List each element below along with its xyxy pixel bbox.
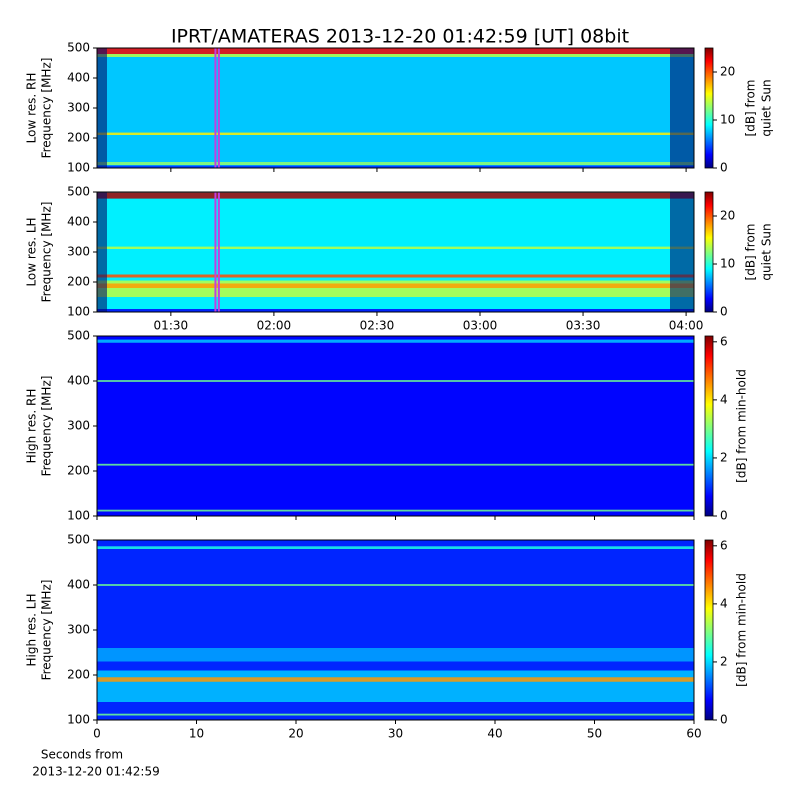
colorbar-tick-label: 0 (720, 713, 728, 727)
y-tick-label: 100 (67, 509, 90, 523)
y-tick-label: 100 (67, 305, 90, 319)
colorbar-label: [dB] from (744, 80, 758, 137)
spectral-band (97, 546, 694, 549)
no-data-edge (670, 48, 694, 168)
spectral-band (97, 48, 694, 54)
x-tick-label: 30 (388, 727, 403, 741)
y-tick-label: 500 (67, 185, 90, 199)
y-tick-label: 200 (67, 275, 90, 289)
colorbar (704, 191, 714, 313)
no-data-edge (97, 48, 107, 168)
y-tick-label: 300 (67, 101, 90, 115)
colorbar (704, 335, 714, 517)
no-data-edge (97, 192, 107, 312)
y-tick-label: 500 (67, 329, 90, 343)
spectral-band (97, 677, 694, 682)
colorbar-label: [dB] from (744, 224, 758, 281)
x-tick-label: 01:30 (154, 319, 189, 333)
colorbar-tick-label: 10 (720, 113, 735, 127)
x-tick-label: 20 (288, 727, 303, 741)
x-tick-label: 02:00 (257, 319, 292, 333)
colorbar-tick-label: 20 (720, 209, 735, 223)
x-label: Seconds from (41, 748, 123, 762)
x-tick-label: 02:30 (360, 319, 395, 333)
colorbar-tick-label: 4 (720, 392, 728, 406)
y-tick-label: 500 (67, 533, 90, 547)
y-tick-label: 200 (67, 464, 90, 478)
y-axis-label: High res. LH (25, 593, 39, 666)
y-axis-label: Frequency [MHz] (40, 376, 54, 477)
spectrogram-background (97, 336, 694, 516)
x-tick-label: 60 (686, 727, 701, 741)
spectral-band (97, 54, 694, 57)
x-tick-label: 0 (93, 727, 101, 741)
spectral-band (97, 274, 694, 278)
y-tick-label: 400 (67, 578, 90, 592)
y-axis-label: Low res. LH (25, 217, 39, 286)
x-tick-label: 50 (587, 727, 602, 741)
colorbar-tick-label: 0 (720, 161, 728, 175)
y-tick-label: 300 (67, 419, 90, 433)
colorbar-label: [dB] from min-hold (735, 573, 749, 687)
title: IPRT/AMATERAS 2013-12-20 01:42:59 [UT] 0… (171, 26, 629, 48)
y-axis-label: Frequency [MHz] (40, 58, 54, 159)
colorbar-tick-label: 6 (720, 334, 728, 348)
x-label: 2013-12-20 01:42:59 (32, 765, 159, 779)
colorbar-tick-label: 20 (720, 65, 735, 79)
x-tick-label: 04:00 (669, 319, 704, 333)
colorbar-tick-label: 4 (720, 596, 728, 610)
spectral-band (97, 670, 694, 702)
colorbar-tick-label: 2 (720, 654, 728, 668)
spectral-band (97, 246, 694, 249)
y-tick-label: 100 (67, 161, 90, 175)
colorbar-tick-label: 2 (720, 450, 728, 464)
spectral-band (97, 132, 694, 135)
colorbar (704, 539, 714, 721)
y-axis-label: Frequency [MHz] (40, 580, 54, 681)
x-tick-label: 03:30 (566, 319, 601, 333)
y-axis-label: Frequency [MHz] (40, 202, 54, 303)
spectral-band (97, 648, 694, 662)
spectral-band (97, 280, 694, 297)
y-tick-label: 300 (67, 245, 90, 259)
colorbar-label: quiet Sun (760, 223, 774, 280)
spectral-band (97, 162, 694, 165)
x-tick-label: 10 (189, 727, 204, 741)
spectral-band (97, 713, 694, 716)
spectral-band (97, 283, 694, 288)
y-tick-label: 300 (67, 623, 90, 637)
spectral-band (97, 463, 694, 466)
colorbar-tick-label: 6 (720, 538, 728, 552)
spectral-band (97, 509, 694, 512)
y-tick-label: 400 (67, 374, 90, 388)
colorbar-label: [dB] from min-hold (735, 369, 749, 483)
spectral-band (97, 309, 694, 312)
y-tick-label: 100 (67, 713, 90, 727)
y-tick-label: 400 (67, 215, 90, 229)
spectral-band (97, 165, 694, 168)
spectral-band (97, 339, 694, 343)
colorbar-tick-label: 10 (720, 257, 735, 271)
y-axis-label: Low res. RH (25, 73, 39, 144)
colorbar (704, 47, 714, 169)
no-data-edge (670, 192, 694, 312)
x-tick-label: 40 (487, 727, 502, 741)
colorbar-label: quiet Sun (760, 79, 774, 136)
y-tick-label: 500 (67, 41, 90, 55)
spectral-band (97, 380, 694, 382)
spectral-band (97, 584, 694, 586)
colorbar-tick-label: 0 (720, 509, 728, 523)
spectrogram-background (97, 48, 694, 168)
y-axis-label: High res. RH (25, 389, 39, 464)
x-tick-label: 03:00 (463, 319, 498, 333)
colorbar-tick-label: 0 (720, 305, 728, 319)
y-tick-label: 200 (67, 131, 90, 145)
y-tick-label: 400 (67, 71, 90, 85)
y-tick-label: 200 (67, 668, 90, 682)
spectral-band (97, 192, 694, 199)
